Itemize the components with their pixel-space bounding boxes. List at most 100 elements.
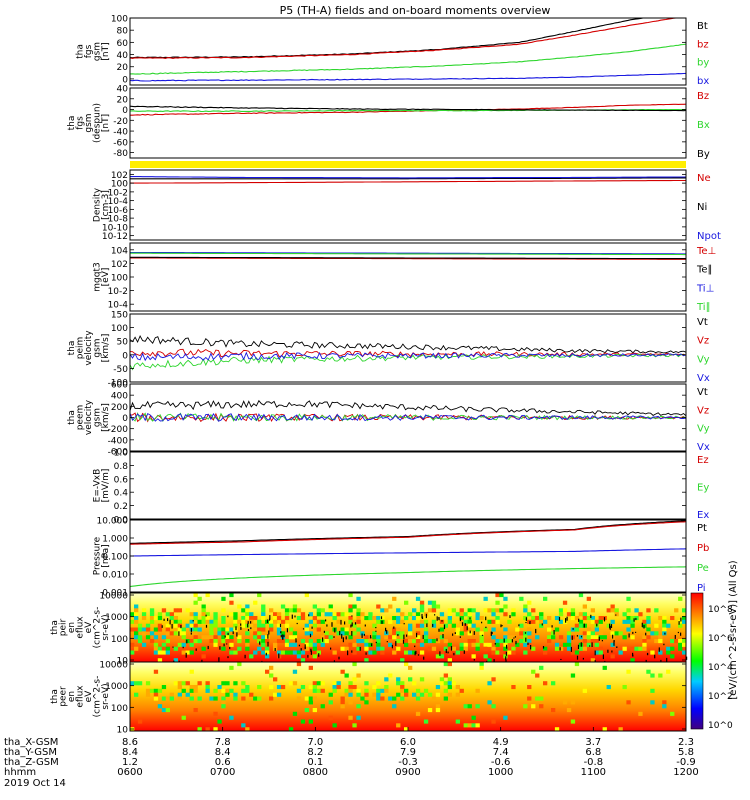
spectrogram-cell <box>245 639 250 644</box>
spectrogram-cell <box>503 715 508 720</box>
y-axis-label: peer <box>59 686 69 707</box>
spectrogram-gap <box>403 634 405 640</box>
spectrogram-cell <box>352 685 357 690</box>
spectrogram-gap <box>501 625 503 627</box>
spectrogram-cell <box>181 715 186 720</box>
spectrogram-cell <box>606 608 611 613</box>
spectrogram-cell <box>396 677 401 682</box>
spectrogram-cell <box>356 715 361 720</box>
spectrogram-cell <box>257 696 262 701</box>
spectrogram-cell <box>348 715 353 720</box>
spectrogram-cell <box>308 612 313 617</box>
spectrogram-cell <box>237 604 242 609</box>
spectrogram-cell <box>284 642 290 647</box>
spectrogram-cell <box>145 688 151 693</box>
spectrogram-cell <box>523 616 528 621</box>
y-tick-label: 600 <box>111 381 128 391</box>
spectrogram-cell <box>463 723 468 728</box>
y-axis-label: eflux <box>76 616 86 639</box>
spectrogram-cell <box>431 623 437 628</box>
spectrogram-cell <box>205 688 210 693</box>
spectrogram-cell <box>682 619 687 624</box>
spectrogram-cell <box>427 608 433 613</box>
spectrogram-cell <box>177 631 182 636</box>
spectrogram-cell <box>491 719 496 724</box>
spectrogram-cell <box>332 723 337 728</box>
spectrogram-cell <box>396 646 401 651</box>
spectrogram-cell <box>396 631 401 636</box>
spectrogram-cell <box>638 612 643 617</box>
xaxis-row-label: tha_X-GSM <box>4 737 58 748</box>
x-tick-label: 0700 <box>210 767 235 778</box>
spectrogram-cell <box>404 662 409 667</box>
spectrogram-cell <box>439 619 445 624</box>
legend-Vz: Vz <box>697 405 709 416</box>
spectrogram-cell <box>654 631 659 636</box>
spectrogram-cell <box>189 688 194 693</box>
spectrogram-gap <box>304 646 306 650</box>
spectrogram-cell <box>566 612 572 617</box>
spectrogram-gap <box>442 634 444 639</box>
spectrogram-cell <box>447 677 452 682</box>
spectrogram-gap <box>571 635 573 640</box>
spectrogram-cell <box>292 635 298 640</box>
spectrogram-cell <box>165 623 170 628</box>
x-tick-label: 6.8 <box>585 747 601 758</box>
spectrogram-cell <box>527 696 532 701</box>
spectrogram-cell <box>340 700 345 705</box>
spectrogram-cell <box>499 639 504 644</box>
panel-frame <box>129 519 687 593</box>
spectrogram-gap <box>602 654 604 660</box>
spectrogram-cell <box>431 619 437 624</box>
spectrogram-cell <box>249 616 254 621</box>
spectrogram-cell <box>193 635 198 640</box>
spectrogram-cell <box>598 616 603 621</box>
spectrogram-cell <box>257 631 262 636</box>
spectrogram-cell <box>511 635 516 640</box>
spectrogram-cell <box>229 593 234 598</box>
spectrogram-cell <box>316 639 321 644</box>
y-tick-label: 0 <box>122 106 128 116</box>
spectrogram-cell <box>201 654 206 659</box>
spectrogram-cell <box>566 639 572 644</box>
spectrogram-cell <box>523 642 528 647</box>
y-tick-label: 0.8 <box>114 462 129 472</box>
spectrogram-cell <box>463 704 468 709</box>
y-tick-label: 10-10 <box>102 223 128 233</box>
spectrogram-cell <box>261 642 266 647</box>
spectrogram-cell <box>197 639 202 644</box>
spectrogram-gap <box>452 633 454 636</box>
spectrogram-cell <box>415 596 421 601</box>
spectrogram-cell <box>173 619 178 624</box>
spectrogram-cell <box>276 623 282 628</box>
spectrogram-cell <box>352 642 357 647</box>
spectrogram-cell <box>137 719 143 724</box>
spectrogram-cell <box>598 619 603 624</box>
spectrogram-gap <box>680 617 682 622</box>
legend-Vy: Vy <box>697 424 710 435</box>
spectrogram-gap <box>341 633 343 639</box>
spectrogram-gap <box>350 624 352 628</box>
spectrogram-gap <box>333 636 335 638</box>
spectrogram-cell <box>312 688 317 693</box>
spectrogram-gap <box>190 628 192 632</box>
spectrogram-cell <box>213 616 218 621</box>
spectrogram-cell <box>419 604 425 609</box>
spectrogram-cell <box>340 646 345 651</box>
spectrogram-cell <box>419 650 425 655</box>
spectrogram-cell <box>515 627 520 632</box>
spectrogram-cell <box>261 635 266 640</box>
spectrogram-cell <box>527 642 532 647</box>
spectrogram-cell <box>630 616 635 621</box>
spectrogram-cell <box>356 688 361 693</box>
spectrogram-cell <box>503 612 508 617</box>
y-tick-label: 400 <box>111 392 128 402</box>
spectrogram-gap <box>190 632 192 635</box>
spectrogram-cell <box>447 619 452 624</box>
panel-7: 0.0 0.2 0.4 0.6 0.8 1.0 E=-VxB[mV/m] Ez Ey Ex <box>93 449 710 526</box>
spectrogram-cell <box>193 623 198 628</box>
spectrogram-cell <box>273 616 278 621</box>
spectrogram-cell <box>408 639 413 644</box>
spectrogram-cell <box>388 673 393 678</box>
